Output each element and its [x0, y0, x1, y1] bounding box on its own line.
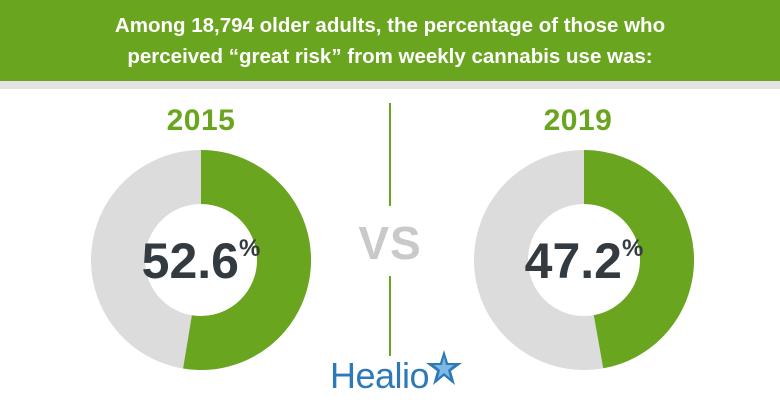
- donut-value-number-2019: 47.2: [525, 233, 622, 289]
- donut-value-unit-2015: %: [239, 235, 260, 262]
- header-banner: Among 18,794 older adults, the percentag…: [0, 0, 780, 81]
- year-label-2015: 2015: [166, 104, 236, 137]
- donut-chart-2015: 52.6%: [91, 150, 311, 370]
- donut-value-unit-2019: %: [622, 235, 643, 262]
- donut-slice-2015: [183, 150, 311, 370]
- donut-slice-2019: [582, 150, 694, 369]
- header-line-1: Among 18,794 older adults, the percentag…: [114, 13, 666, 37]
- donut-value-2019: 47.2%: [525, 233, 644, 289]
- divider-top: [389, 103, 391, 206]
- header-line-2: perceived “great risk” from weekly canna…: [127, 44, 653, 68]
- donut-chart-2019: 47.2%: [474, 150, 694, 370]
- healio-logo: Healio: [330, 350, 480, 400]
- donut-value-2015: 52.6%: [142, 233, 261, 289]
- donut-value-number-2015: 52.6: [142, 233, 239, 289]
- star-icon: [426, 350, 462, 385]
- logo-text: Healio: [330, 355, 430, 396]
- header-rule: [0, 81, 780, 89]
- vs-label: VS: [358, 217, 422, 269]
- divider-bottom: [389, 276, 391, 356]
- year-label-2019: 2019: [543, 104, 613, 137]
